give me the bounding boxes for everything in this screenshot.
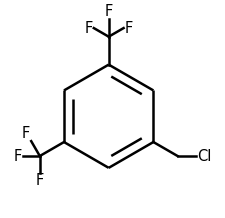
Text: F: F — [36, 173, 44, 188]
Text: F: F — [22, 126, 30, 141]
Text: F: F — [84, 20, 92, 36]
Text: Cl: Cl — [196, 148, 210, 164]
Text: F: F — [124, 20, 132, 36]
Text: F: F — [104, 4, 112, 19]
Text: F: F — [13, 148, 21, 164]
